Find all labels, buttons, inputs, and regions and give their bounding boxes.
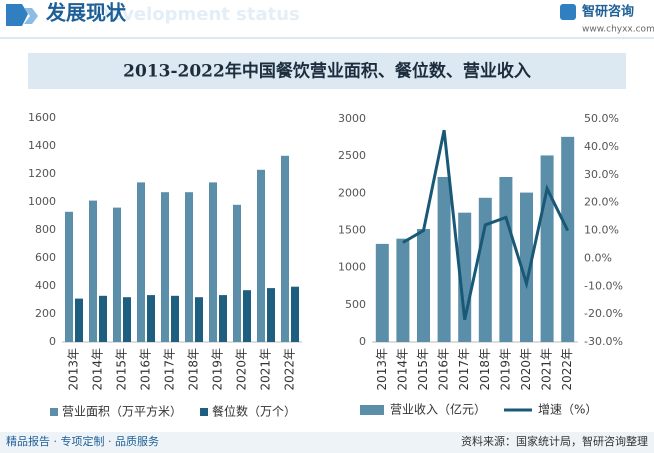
bar	[520, 192, 533, 342]
y-tick-label: 500	[345, 298, 366, 311]
bar	[233, 204, 241, 342]
bar	[291, 286, 299, 342]
bar	[219, 295, 227, 342]
bar	[499, 176, 513, 342]
x-tick-label: 2019年	[211, 348, 225, 391]
bar	[113, 207, 121, 342]
y2-tick-label: 10.0%	[584, 224, 619, 237]
bar	[243, 290, 251, 342]
legend-swatch	[360, 405, 384, 415]
y2-tick-label: 0.0%	[584, 251, 612, 264]
y-tick-label: 800	[35, 223, 56, 236]
x-tick-label: 2022年	[560, 348, 574, 391]
y-tick-label: 1500	[338, 224, 366, 237]
bar	[99, 295, 107, 342]
y-tick-label: 200	[35, 307, 56, 320]
bar	[257, 169, 265, 342]
legend-swatch	[50, 408, 58, 416]
x-tick-label: 2019年	[498, 348, 512, 391]
bar	[171, 295, 179, 342]
y-tick-label: 3000	[338, 112, 366, 125]
banner	[28, 53, 626, 89]
y2-tick-label: -10.0%	[584, 279, 623, 292]
x-tick-label: 2020年	[235, 348, 249, 391]
legend-label: 营业收入（亿元）	[390, 402, 486, 417]
y-tick-label: 600	[35, 251, 56, 264]
brand-url: www.chyxx.com	[582, 25, 654, 35]
bar	[540, 155, 554, 342]
y-tick-label: 1400	[28, 139, 56, 152]
bar	[209, 182, 217, 342]
y-tick-label: 2000	[338, 186, 366, 199]
x-tick-label: 2015年	[416, 348, 430, 391]
legend-label: 营业面积（万平方米）	[62, 404, 182, 419]
growth-line	[402, 129, 570, 321]
brand-logo	[560, 4, 576, 20]
y-tick-label: 400	[35, 279, 56, 292]
bar	[267, 288, 275, 342]
bar	[375, 243, 389, 342]
x-tick-label: 2021年	[259, 348, 273, 391]
x-tick-label: 2013年	[375, 348, 389, 391]
y-tick-label: 1600	[28, 111, 56, 124]
x-tick-label: 2017年	[457, 348, 471, 391]
brand-name: 智研咨询	[582, 4, 634, 20]
y2-tick-label: 50.0%	[584, 112, 619, 125]
bar	[281, 155, 289, 342]
x-tick-label: 2014年	[395, 348, 409, 391]
x-tick-label: 2016年	[139, 348, 153, 391]
legend-label: 餐位数（万个）	[212, 404, 296, 419]
bar	[137, 182, 145, 342]
bar	[396, 238, 410, 342]
bar	[437, 176, 451, 342]
y2-tick-label: -30.0%	[584, 335, 623, 348]
legend-label: 增速（%）	[538, 403, 597, 417]
bar	[561, 136, 575, 342]
x-tick-label: 2016年	[437, 348, 451, 391]
x-tick-label: 2020年	[519, 348, 533, 391]
footer-source: 资料来源：国家统计局，智研咨询整理	[461, 434, 648, 448]
y2-tick-label: -20.0%	[584, 307, 623, 320]
header-icon	[6, 4, 28, 26]
y-tick-label: 1000	[338, 261, 366, 274]
y-tick-label: 0	[49, 335, 56, 348]
bar	[161, 192, 169, 342]
y-tick-label: 2500	[338, 149, 366, 162]
y-tick-label: 1200	[28, 167, 56, 180]
legend-swatch	[200, 408, 209, 416]
y-tick-label: 0	[359, 335, 366, 348]
header-subtitle: Development status	[95, 4, 300, 25]
bar	[65, 211, 73, 342]
bar	[195, 297, 203, 342]
bar	[123, 297, 131, 342]
x-tick-label: 2018年	[187, 348, 201, 391]
x-tick-label: 2015年	[115, 348, 129, 391]
x-tick-label: 2022年	[283, 348, 297, 391]
bar	[89, 200, 97, 342]
x-tick-label: 2021年	[540, 348, 554, 391]
x-tick-label: 2014年	[91, 348, 105, 391]
bar	[147, 295, 155, 342]
footer-slogan: 精品报告 · 专项定制 · 品质服务	[6, 434, 159, 448]
footer-bar	[0, 432, 654, 453]
bar	[417, 229, 430, 342]
banner-title: 2013-2022年中国餐饮营业面积、餐位数、营业收入	[123, 61, 531, 82]
bar	[75, 298, 83, 342]
y2-tick-label: 20.0%	[584, 196, 619, 209]
y2-tick-label: 40.0%	[584, 140, 619, 153]
header-icon	[24, 8, 38, 24]
bar	[478, 197, 492, 342]
y2-tick-label: 30.0%	[584, 168, 619, 181]
y-tick-label: 1000	[28, 195, 56, 208]
bar	[185, 192, 193, 342]
x-tick-label: 2018年	[478, 348, 492, 391]
x-tick-label: 2017年	[163, 348, 177, 391]
header-title: 发展现状	[45, 1, 127, 25]
x-tick-label: 2013年	[67, 348, 81, 391]
